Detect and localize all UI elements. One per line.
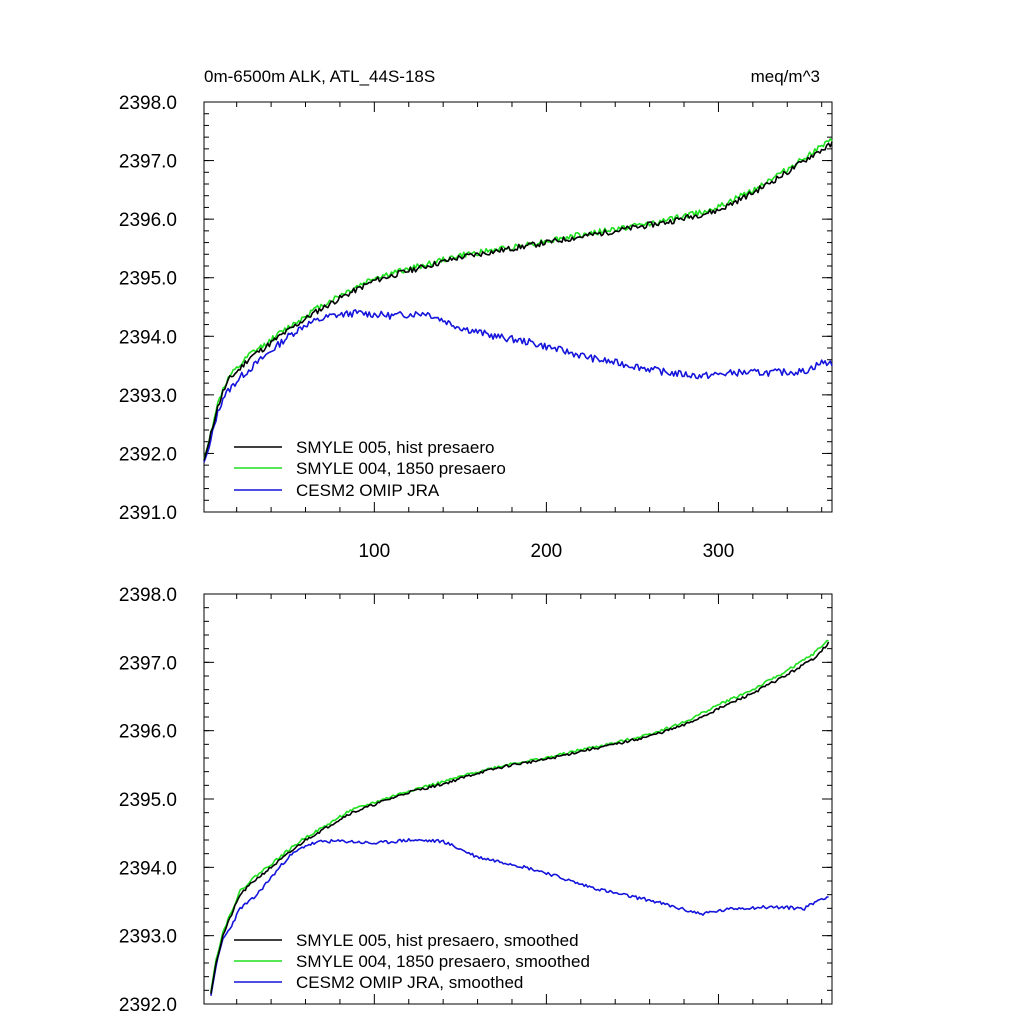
y-tick-label: 2398.0: [119, 585, 177, 606]
units-label: meq/m^3: [751, 67, 820, 86]
legend-label: SMYLE 004, 1850 presaero, smoothed: [296, 952, 590, 971]
y-tick-label: 2397.0: [119, 152, 177, 173]
series-line: [203, 309, 833, 463]
legend-label: SMYLE 005, hist presaero, smoothed: [296, 931, 579, 950]
legend-label: SMYLE 004, 1850 presaero: [296, 459, 506, 478]
y-tick-label: 2396.0: [119, 210, 177, 231]
legend-label: SMYLE 005, hist presaero: [296, 438, 494, 457]
y-tick-label: 2397.0: [119, 653, 177, 674]
y-tick-label: 2393.0: [119, 927, 177, 948]
series-line: [210, 837, 829, 996]
y-tick-label: 2392.0: [119, 995, 177, 1016]
x-tick-label: 100: [358, 541, 390, 562]
y-tick-label: 2395.0: [119, 269, 177, 290]
legend-label: CESM2 OMIP JRA: [296, 481, 440, 500]
series-line: [210, 641, 830, 994]
chart-title: 0m-6500m ALK, ATL_44S-18S: [204, 67, 435, 86]
y-tick-label: 2394.0: [119, 858, 177, 879]
legend-label: CESM2 OMIP JRA, smoothed: [296, 973, 523, 992]
lower-chart-panel: 2392.0 2393.0 2394.0 2395.0 2396.0 2397.0 2398…: [119, 585, 833, 1016]
series-line: [203, 141, 833, 461]
x-tick-label: 300: [703, 541, 735, 562]
y-tick-label: 2394.0: [119, 327, 177, 348]
y-tick-label: 2398.0: [119, 93, 177, 114]
plot-frame: [203, 101, 833, 513]
y-tick-label: 2395.0: [119, 790, 177, 811]
x-tick-label: 200: [531, 541, 563, 562]
series-line: [210, 639, 829, 992]
y-tick-label: 2396.0: [119, 722, 177, 743]
y-tick-label: 2392.0: [119, 444, 177, 465]
upper-chart-panel: 2391.0 2392.0 2393.0 2394.0 2395.0 2396.0 2397…: [119, 93, 833, 562]
series-line: [203, 138, 833, 460]
y-tick-label: 2391.0: [119, 503, 177, 524]
y-tick-label: 2393.0: [119, 386, 177, 407]
